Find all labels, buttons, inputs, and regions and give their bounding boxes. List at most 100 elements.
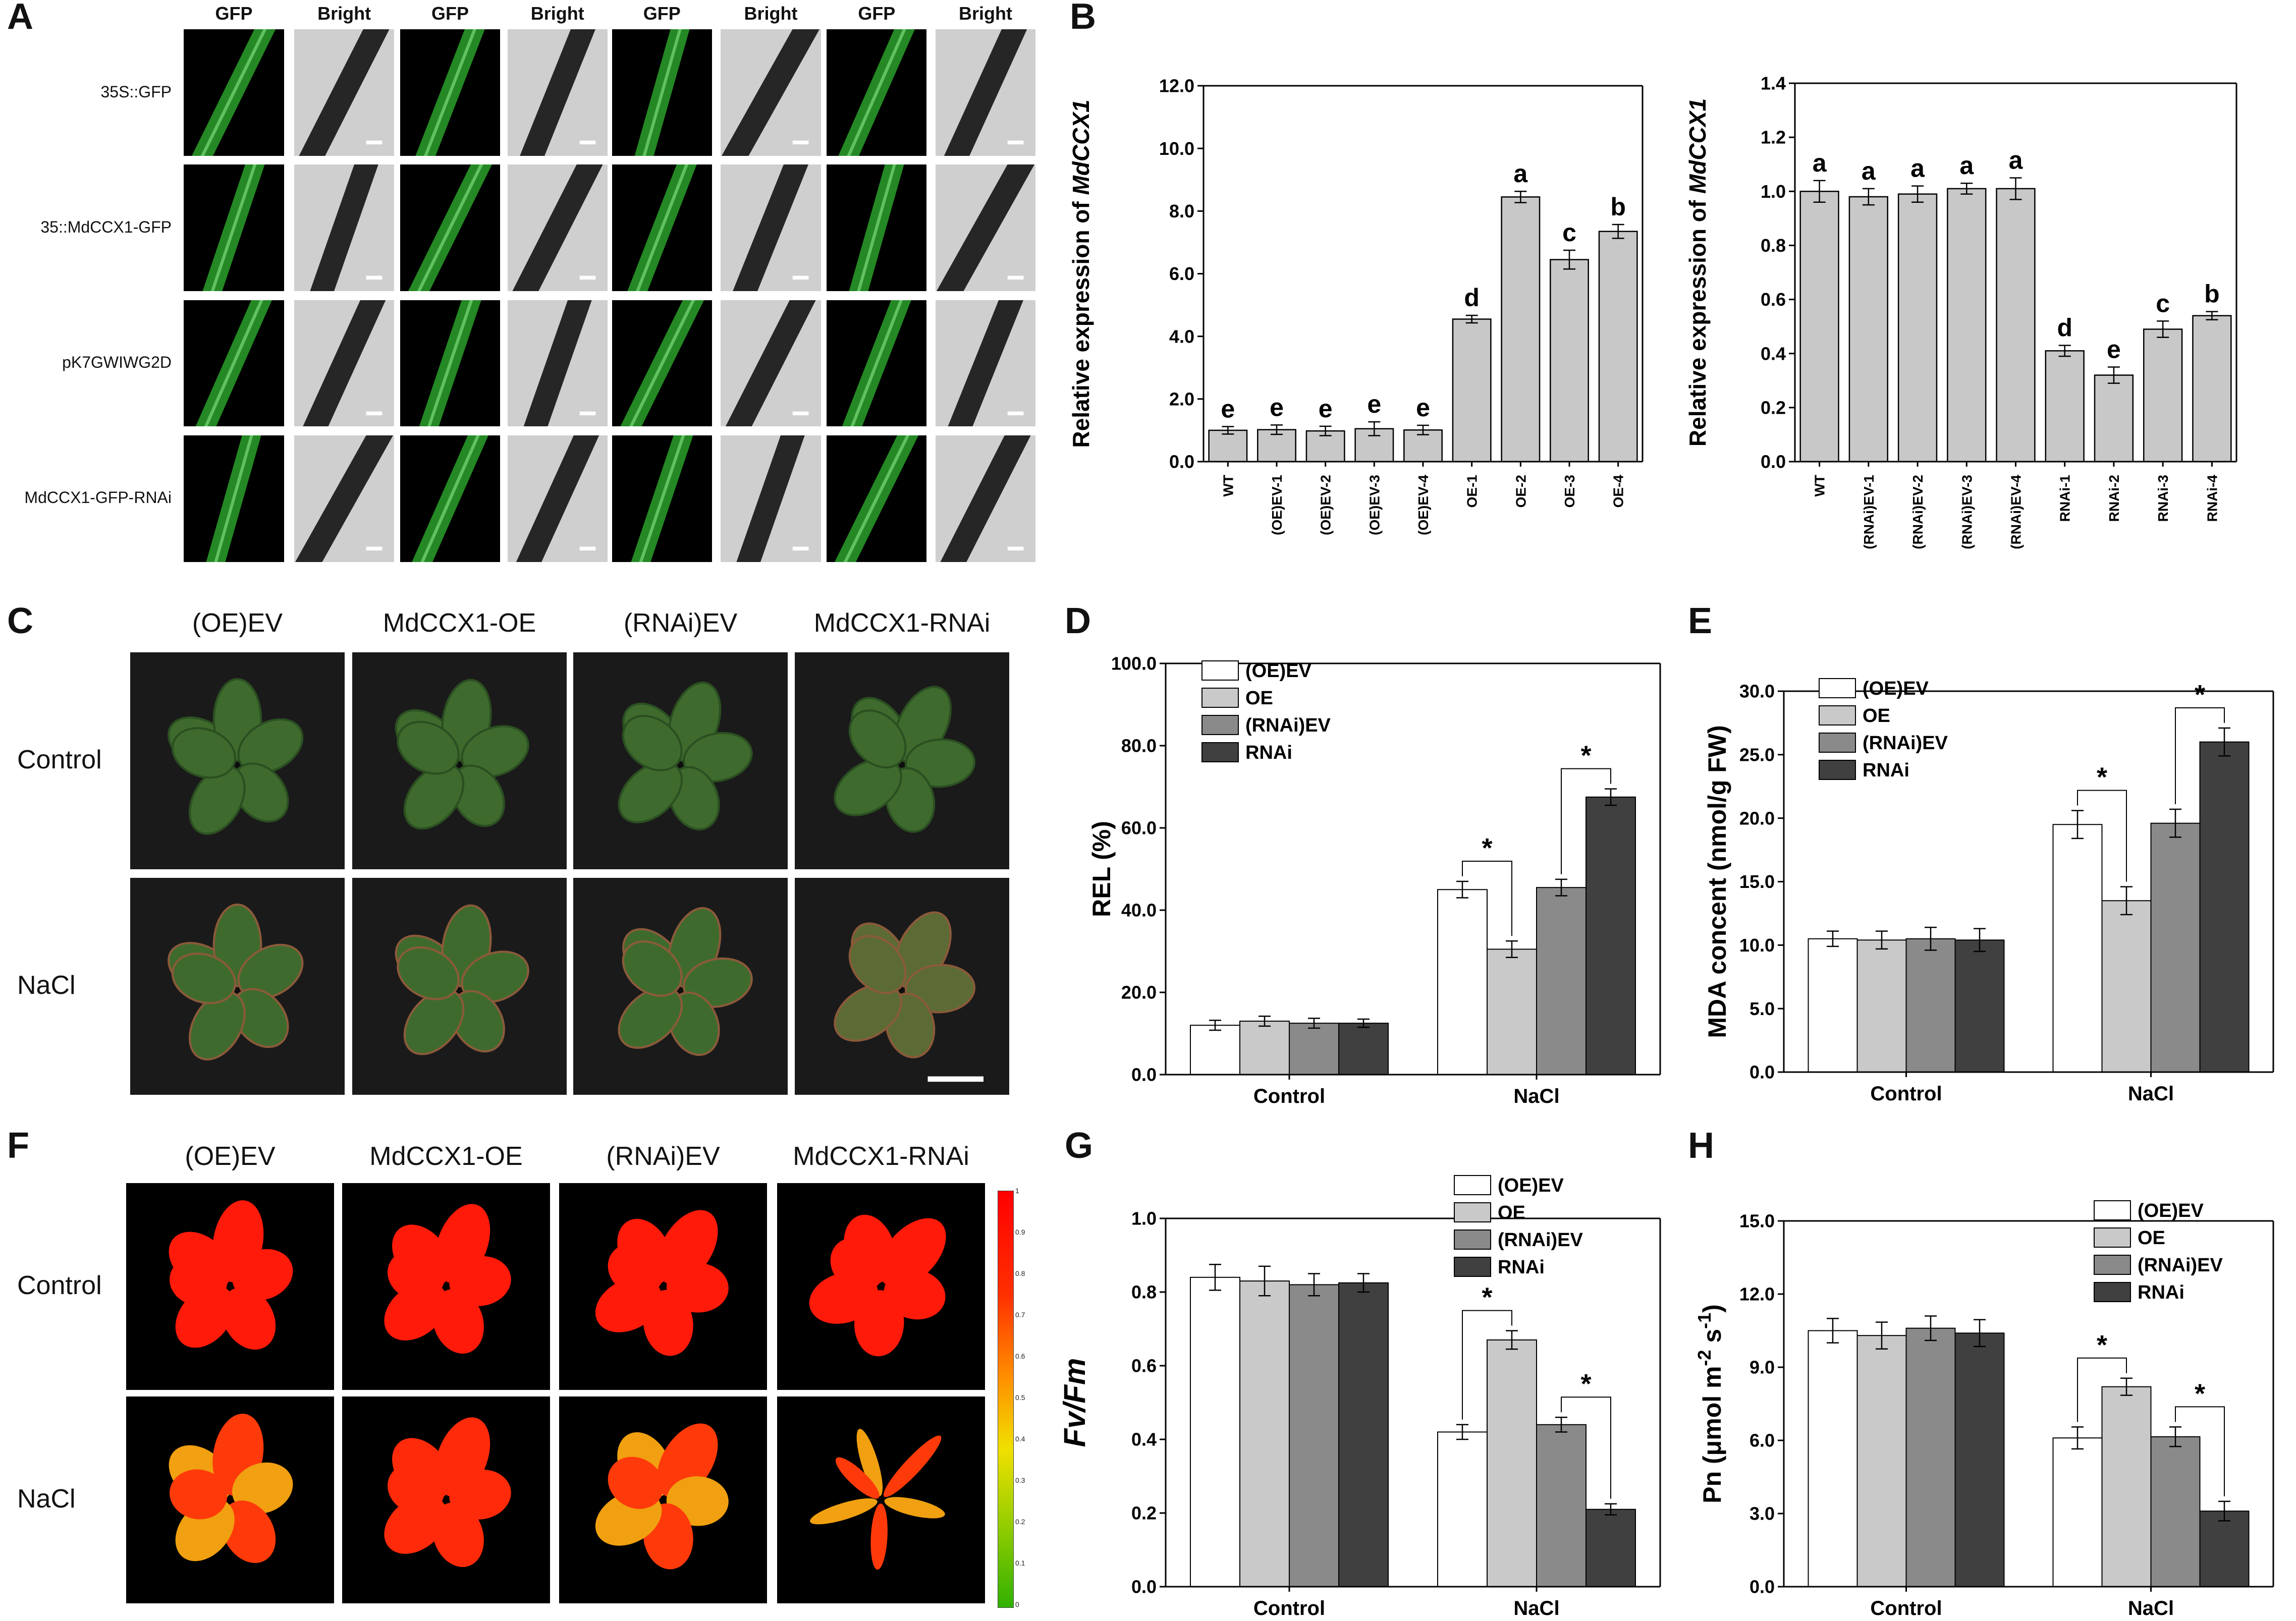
leaf xyxy=(848,709,907,769)
significance-letter: d xyxy=(2057,314,2072,342)
significance-letter: b xyxy=(1610,193,1626,221)
bar xyxy=(1808,938,1858,1073)
panel-f-row-label: NaCl xyxy=(17,1484,76,1514)
y-tick-label: 0.4 xyxy=(1131,1429,1157,1450)
bar xyxy=(1437,889,1488,1075)
panel-f-col-header: (OE)EV xyxy=(185,1142,276,1171)
root-bright-field xyxy=(299,29,390,156)
leaf xyxy=(397,720,460,775)
panel-a-col-header: Bright xyxy=(530,3,584,24)
bar xyxy=(1550,259,1589,463)
leaf-fluorescence xyxy=(170,1469,228,1520)
root-bright-field xyxy=(512,164,603,292)
significance-bracket xyxy=(2175,1406,2225,1496)
bar xyxy=(1208,429,1248,463)
bar xyxy=(1996,188,2036,463)
bar xyxy=(1289,1284,1339,1587)
root-gfp-highlight xyxy=(629,300,695,427)
panel-a-col-header: GFP xyxy=(431,3,469,24)
legend-swatch xyxy=(1819,733,1856,753)
scale-bar xyxy=(579,140,596,145)
significance-letter: e xyxy=(1319,395,1333,423)
significance-letter: a xyxy=(1959,151,1974,180)
leaf xyxy=(188,991,246,1060)
root-gfp-highlight xyxy=(417,164,483,292)
root-bright-field xyxy=(722,29,820,156)
plant-photo xyxy=(795,878,1009,1095)
legend-label: (OE)EV xyxy=(1863,678,1929,699)
leaf-fluorescence xyxy=(856,1429,883,1496)
legend-label: (RNAi)EV xyxy=(2138,1255,2223,1276)
x-tick-label: (RNAi)EV-3 xyxy=(1959,475,1975,549)
gfp-image xyxy=(612,164,712,292)
gfp-image xyxy=(400,29,501,156)
x-tick-label: (RNAi)EV-2 xyxy=(1910,475,1926,549)
significance-letter: a xyxy=(1813,149,1827,177)
legend-swatch xyxy=(1819,705,1856,725)
y-axis-label: Fv/Fm xyxy=(1058,1358,1091,1447)
bar xyxy=(2101,1386,2152,1588)
x-tick-label: Control xyxy=(1253,1597,1325,1619)
root-gfp-highlight xyxy=(635,164,688,292)
bar xyxy=(2150,1436,2201,1587)
bar xyxy=(1437,1431,1488,1587)
panel-c-col-header: (RNAi)EV xyxy=(623,608,738,638)
leaf xyxy=(397,946,460,1000)
significance-star: * xyxy=(2097,1330,2107,1360)
bar xyxy=(2192,315,2232,463)
panel-a-row-label: 35::MdCCX1-GFP xyxy=(40,217,172,236)
x-tick-label: RNAi-2 xyxy=(2106,475,2122,522)
root-bright-field xyxy=(295,435,394,562)
bar xyxy=(1536,887,1587,1076)
x-tick-label: WT xyxy=(1220,475,1236,497)
bar xyxy=(1338,1023,1389,1075)
leaf xyxy=(232,988,289,1048)
gfp-image xyxy=(184,164,284,292)
significance-star: * xyxy=(2195,680,2205,710)
root-bright-field xyxy=(940,435,1031,562)
panel-a-col-header: GFP xyxy=(215,3,253,24)
panel-a-col-header: GFP xyxy=(858,3,896,24)
panel-c-row-label: Control xyxy=(17,745,102,774)
x-tick-label: OE-2 xyxy=(1513,475,1528,508)
leaf-fluorescence xyxy=(232,1462,293,1514)
bright-field-image xyxy=(935,164,1036,292)
scale-bar xyxy=(793,276,809,280)
legend-label: RNAi xyxy=(1498,1257,1545,1278)
leaf xyxy=(451,990,505,1053)
root-gfp-highlight xyxy=(423,29,477,156)
significance-bracket xyxy=(2077,790,2127,882)
y-tick-label: 3.0 xyxy=(1750,1503,1775,1524)
root-bright-field xyxy=(519,29,595,156)
legend-label: (RNAi)EV xyxy=(1498,1229,1583,1251)
root-bright-field xyxy=(937,164,1034,292)
legend-label: RNAi xyxy=(2138,1282,2184,1303)
legend-swatch xyxy=(1201,742,1239,762)
gfp-image xyxy=(400,300,501,427)
root-bright-field xyxy=(302,300,386,427)
x-tick-label: Control xyxy=(1870,1597,1942,1619)
panel-letter-h: H xyxy=(1688,1126,1714,1166)
legend-label: OE xyxy=(1498,1202,1525,1223)
bar xyxy=(2199,741,2250,1073)
legend-swatch xyxy=(1454,1229,1491,1250)
y-tick-label: 0.8 xyxy=(1761,235,1786,256)
root-gfp-highlight xyxy=(427,300,473,427)
significance-letter: d xyxy=(1464,284,1480,312)
significance-bracket xyxy=(1462,860,1512,936)
bar xyxy=(1190,1276,1240,1588)
colorbar-tick-label: 0.1 xyxy=(1015,1559,1025,1567)
gfp-image xyxy=(827,300,927,427)
leaf xyxy=(622,714,683,771)
significance-bracket xyxy=(1561,1396,1611,1499)
bright-field-image xyxy=(721,300,821,427)
y-tick-label: 1.4 xyxy=(1761,73,1786,94)
fluorescence-image xyxy=(777,1396,985,1603)
bright-field-image xyxy=(935,300,1036,427)
x-tick-label: NaCl xyxy=(1513,1085,1559,1107)
significance-letter: a xyxy=(1862,157,1876,185)
y-tick-label: 0.8 xyxy=(1131,1282,1157,1303)
y-tick-label: 0.4 xyxy=(1761,343,1786,364)
bar xyxy=(1808,1330,1858,1587)
gfp-image xyxy=(612,29,712,156)
